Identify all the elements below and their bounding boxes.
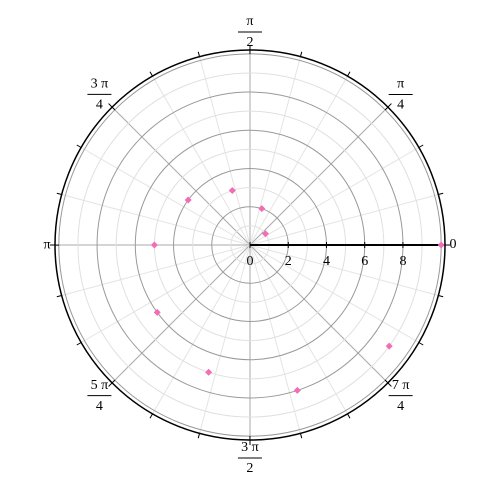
frame-tick [299,433,303,439]
frame-tick [108,103,113,108]
theta-grid-line [152,244,251,415]
data-point [228,186,236,194]
frame-tick [418,144,424,148]
theta-tick [111,379,116,384]
theta-tick [111,106,116,111]
theta-grid-line [249,75,348,246]
frame-tick [387,382,392,387]
frame-tick [438,294,444,298]
frame-tick [76,144,82,148]
theta-tick-label-numerator: 7 π [392,378,410,393]
theta-grid-line [249,106,389,246]
theta-tick-label-denominator: 4 [96,399,103,414]
theta-grid-line [111,244,251,384]
frame-tick [56,294,62,298]
theta-grid-line [249,244,389,384]
r-tick-label: 2 [285,254,292,269]
frame-tick [438,192,444,196]
frame-tick [197,433,201,439]
theta-tick-label-denominator: 4 [397,98,404,113]
theta-grid-line [61,194,251,246]
theta-grid-line [80,244,251,343]
theta-grid-line [249,244,420,343]
theta-grid-line [249,56,301,246]
theta-grid-line [80,147,251,246]
theta-grid-line [249,244,301,434]
theta-tick-label-denominator: 4 [397,399,404,414]
theta-tick [384,379,389,384]
theta-tick-label-denominator: 2 [246,35,253,50]
frame-tick [347,71,351,77]
theta-tick-label: π [43,237,50,252]
data-point [205,368,213,376]
r-tick-label: 0 [247,254,254,269]
frame-tick [299,51,303,57]
data-point [258,205,266,213]
data-point [153,308,161,316]
theta-grid-line [249,194,439,246]
frame-tick [56,192,62,196]
frame-tick [149,413,153,419]
theta-tick-label: 0 [450,237,457,252]
data-point [184,196,192,204]
theta-tick-label-denominator: 4 [96,98,103,113]
data-point [261,230,269,238]
theta-tick [384,106,389,111]
theta-grid-line [199,56,251,246]
theta-tick-label-numerator: π [246,14,253,29]
frame-tick [149,71,153,77]
theta-grid-line [111,106,251,246]
frame-tick [76,342,82,346]
theta-grid-line [249,244,439,296]
theta-tick-label-numerator: 3 π [91,77,109,92]
frame-tick [418,342,424,346]
theta-grid-line [199,244,251,434]
theta-tick-label-denominator: 2 [246,461,253,476]
frame-tick [197,51,201,57]
theta-grid-line [61,244,251,296]
r-tick-label: 6 [361,254,368,269]
theta-tick-label-numerator: 5 π [91,378,109,393]
r-tick-label: 4 [323,254,330,269]
frame-tick [387,103,392,108]
theta-tick-label-numerator: π [397,77,404,92]
theta-grid-line [249,147,420,246]
frame-tick [347,413,351,419]
data-point [150,241,158,249]
frame-tick [108,382,113,387]
theta-grid-line [249,244,348,415]
data-point [385,342,393,350]
theta-tick-label-numerator: 3 π [241,440,259,455]
data-point [437,241,445,249]
data-point [293,386,301,394]
theta-grid-line [152,75,251,246]
r-tick-label: 8 [399,254,406,269]
